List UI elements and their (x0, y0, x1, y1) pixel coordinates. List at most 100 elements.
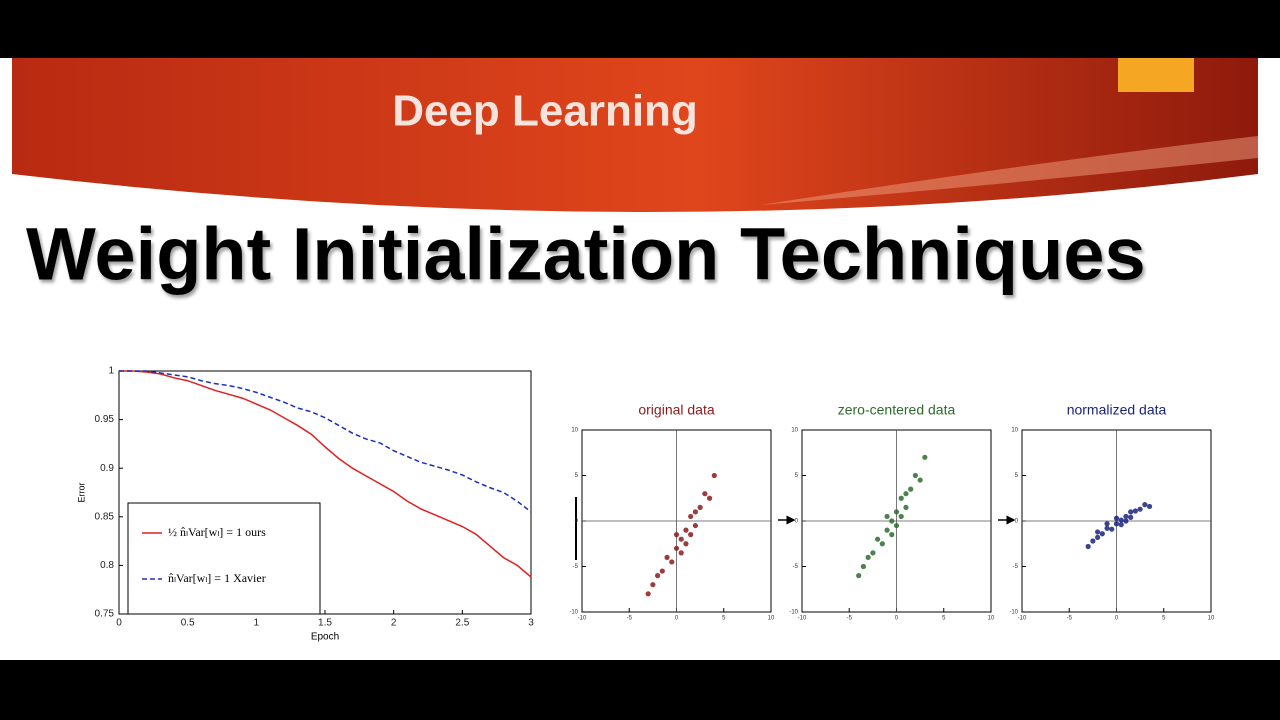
slide-title: Weight Initialization Techniques (26, 213, 1146, 296)
y-tick-label: 0.75 (95, 609, 115, 620)
y-tick-label: 0 (795, 519, 799, 525)
y-tick-label: -10 (789, 610, 798, 616)
x-tick-label: -5 (847, 616, 853, 622)
scatter-point (1090, 538, 1096, 544)
scatter-point (688, 532, 694, 538)
scatter-point (860, 563, 867, 570)
x-tick-label: 0 (1115, 616, 1119, 622)
header-title: Deep Learning (392, 87, 698, 136)
scatter-point (659, 568, 665, 574)
x-tick-label: -10 (578, 616, 587, 622)
x-tick-label: -5 (1067, 616, 1073, 622)
x-tick-label: 10 (988, 616, 995, 622)
scatter-point (1104, 521, 1110, 527)
scatter-point (1104, 525, 1110, 531)
scatter-point (884, 513, 890, 520)
scatter-point (898, 513, 904, 520)
legend-label: ½ n̂ₗVar[wₗ] = 1 ours (168, 525, 266, 539)
scatter-point (683, 541, 689, 547)
scatter-point (1095, 534, 1101, 540)
x-tick-label: 5 (1162, 616, 1166, 622)
scatter-point (1118, 522, 1124, 528)
scatter-point (1099, 531, 1105, 537)
x-tick-label: -10 (1018, 616, 1027, 622)
scatter-point (865, 554, 871, 561)
scatter-point (678, 536, 684, 542)
scatter-point (893, 509, 900, 515)
x-tick-label: 2.5 (455, 618, 469, 629)
scatter-point (884, 527, 890, 533)
scatter-point (673, 545, 680, 551)
legend-label: n̂ₗVar[wₗ] = 1 Xavier (168, 571, 266, 585)
y-tick-label: 10 (571, 428, 578, 434)
scatter-point (903, 491, 909, 497)
scatter-point (1128, 509, 1134, 515)
series-line (119, 370, 532, 513)
y-tick-label: -5 (1013, 564, 1019, 570)
scatter-point (1123, 513, 1129, 520)
x-tick-label: 10 (768, 616, 775, 622)
x-tick-label: 5 (722, 616, 726, 622)
x-tick-label: 10 (1208, 616, 1215, 622)
scatter-point (922, 454, 928, 460)
scatter-point (702, 491, 708, 497)
chart-title: original data (638, 402, 714, 418)
scatter-point (1132, 508, 1138, 514)
scatter-point (879, 541, 885, 547)
scatter-point (898, 495, 904, 501)
scatter-point (1137, 506, 1143, 512)
y-axis-label: Error (76, 482, 86, 502)
scatter-point (1142, 502, 1148, 508)
scatter-point (912, 472, 919, 479)
y-tick-label: -5 (793, 564, 799, 570)
scatter-point (1085, 543, 1091, 550)
y-tick-label: 0.9 (100, 463, 114, 474)
scatter-point (1113, 515, 1120, 521)
chart-title: normalized data (1067, 402, 1167, 418)
scatter-point (688, 513, 694, 520)
scatter-point (697, 504, 703, 510)
header-swoosh (760, 136, 1258, 205)
y-tick-label: 0.8 (100, 560, 114, 571)
x-tick-label: 0 (675, 616, 679, 622)
x-tick-label: 0 (895, 616, 899, 622)
x-tick-label: 1 (254, 618, 260, 629)
scatter-point (669, 559, 675, 565)
y-tick-label: 10 (1011, 428, 1018, 434)
scatter-point (650, 582, 656, 588)
scatter-point (1113, 521, 1120, 527)
legend-box (127, 502, 321, 615)
header-band (12, 58, 1258, 212)
y-tick-label: 1 (108, 366, 114, 377)
x-axis-label: Epoch (311, 632, 339, 643)
y-tick-label: 10 (791, 428, 798, 434)
y-tick-label: -10 (569, 610, 578, 616)
x-tick-label: 5 (942, 616, 946, 622)
scatter-point (870, 550, 876, 556)
scatter-point (1095, 529, 1101, 535)
scatter-point (889, 532, 895, 538)
scatter-point (893, 522, 900, 529)
scatter-point (664, 554, 670, 561)
y-tick-label: 0 (575, 519, 579, 525)
y-tick-label: 0.95 (95, 414, 115, 425)
scatter-point (645, 591, 651, 597)
y-tick-label: 5 (575, 473, 579, 479)
scatter-point (903, 504, 909, 510)
series-line (119, 370, 532, 578)
x-tick-label: 2 (391, 618, 397, 629)
scatter-point (692, 522, 699, 529)
y-tick-label: 5 (795, 473, 799, 479)
x-tick-label: -5 (627, 616, 633, 622)
y-tick-label: -10 (1009, 610, 1018, 616)
scatter-point (655, 573, 661, 579)
x-tick-label: 3 (528, 618, 534, 629)
scatter-point (1128, 514, 1134, 520)
scatter-point (917, 477, 923, 483)
x-tick-label: 0 (116, 618, 122, 629)
scatter-point (678, 550, 684, 556)
chart-title: zero-centered data (838, 402, 956, 418)
scatter-point (1118, 517, 1124, 523)
